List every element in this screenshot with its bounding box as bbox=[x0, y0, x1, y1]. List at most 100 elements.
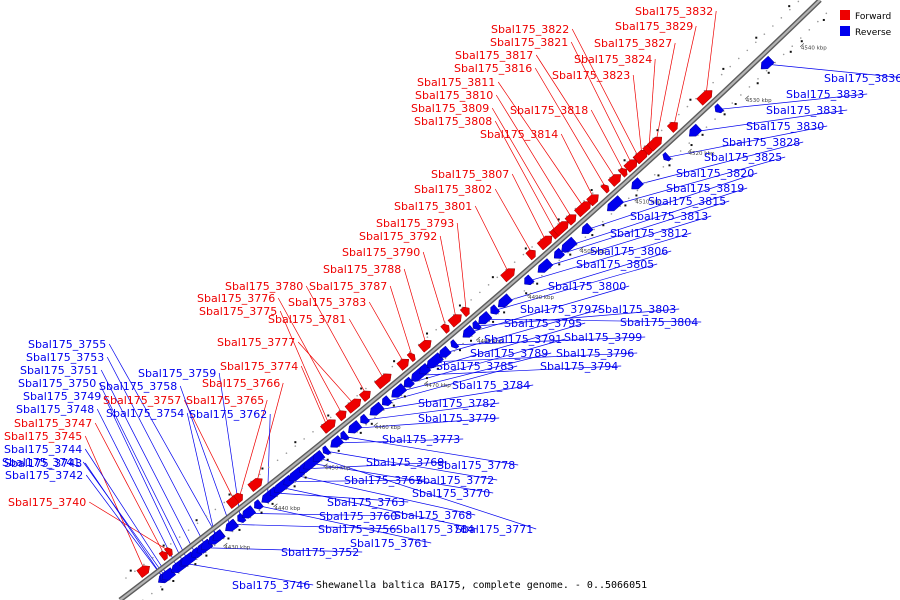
forward-gene-arrow bbox=[459, 306, 470, 318]
legend-forward-swatch bbox=[840, 10, 850, 20]
track-dot bbox=[513, 261, 516, 263]
forward-gene-label: Sbal175_3792 bbox=[359, 230, 437, 243]
minor-feature-mark bbox=[558, 263, 561, 266]
forward-gene-label: Sbal175_3811 bbox=[417, 76, 495, 89]
forward-gene-arrow bbox=[696, 90, 713, 106]
reverse-gene-arrow bbox=[254, 499, 264, 510]
forward-gene-label: Sbal175_3832 bbox=[635, 5, 713, 18]
track-dot bbox=[720, 73, 723, 76]
forward-leader-line bbox=[655, 42, 676, 143]
scale-tick-label: 4490 kbp bbox=[528, 295, 554, 301]
reverse-gene-label: Sbal175_3771 bbox=[455, 523, 533, 536]
reverse-gene-arrow bbox=[312, 449, 326, 462]
minor-feature-mark bbox=[195, 519, 198, 522]
forward-gene-label: Sbal175_3829 bbox=[615, 20, 693, 33]
minor-feature-mark bbox=[525, 292, 528, 295]
track-dot bbox=[678, 113, 680, 116]
forward-leader-line bbox=[494, 120, 557, 233]
forward-leader-line bbox=[297, 341, 355, 405]
track-dot bbox=[435, 328, 437, 331]
forward-leader-line bbox=[570, 41, 633, 165]
reverse-gene-arrow bbox=[497, 293, 513, 308]
reverse-gene-label: Sbal175_3825 bbox=[704, 151, 782, 164]
reverse-gene-arrow bbox=[462, 324, 477, 338]
track-dot bbox=[409, 351, 411, 353]
reverse-gene-arrow bbox=[241, 505, 257, 519]
forward-gene-label: Sbal175_3817 bbox=[455, 49, 533, 62]
track-dot bbox=[479, 291, 481, 294]
minor-feature-mark bbox=[337, 449, 340, 452]
forward-gene-arrow bbox=[586, 194, 599, 207]
track-dot bbox=[444, 357, 447, 360]
forward-gene-arrow bbox=[344, 398, 362, 414]
track-dot bbox=[213, 544, 216, 547]
track-dot bbox=[714, 118, 716, 120]
track-dot bbox=[660, 129, 663, 132]
forward-gene-label: Sbal175_3793 bbox=[376, 217, 454, 230]
forward-leader-line bbox=[571, 28, 640, 159]
reverse-gene-label: Sbal175_3751 bbox=[20, 364, 98, 377]
forward-gene-label: Sbal175_3809 bbox=[411, 102, 489, 115]
reverse-leader-line bbox=[483, 318, 702, 323]
reverse-leader-line bbox=[247, 513, 401, 517]
track-dot bbox=[365, 387, 367, 390]
forward-gene-label: Sbal175_3808 bbox=[414, 115, 492, 128]
reverse-leader-line bbox=[108, 343, 218, 538]
minor-feature-mark bbox=[623, 159, 626, 162]
minor-feature-mark bbox=[129, 569, 132, 572]
track-dot bbox=[470, 299, 472, 301]
reverse-leader-line bbox=[310, 462, 494, 494]
track-dot bbox=[267, 502, 270, 505]
minor-feature-mark bbox=[734, 103, 737, 106]
reverse-leader-line bbox=[106, 356, 206, 547]
minor-feature-mark bbox=[326, 458, 329, 461]
reverse-gene-label: Sbal175_3815 bbox=[648, 195, 726, 208]
forward-gene-label: Sbal175_3816 bbox=[454, 62, 532, 75]
reverse-leader-line bbox=[295, 474, 476, 516]
minor-feature-mark bbox=[536, 282, 539, 285]
minor-feature-mark bbox=[690, 144, 693, 147]
reverse-gene-label: Sbal175_3804 bbox=[620, 316, 698, 329]
forward-gene-label: Sbal175_3802 bbox=[414, 183, 492, 196]
minor-feature-mark bbox=[602, 224, 605, 227]
minor-feature-mark bbox=[789, 50, 792, 53]
reverse-leader-line bbox=[186, 412, 216, 539]
minor-feature-mark bbox=[426, 332, 429, 335]
reverse-gene-arrow bbox=[478, 310, 493, 325]
reverse-gene-arrow bbox=[553, 247, 566, 259]
reverse-gene-arrow bbox=[340, 430, 350, 441]
reverse-leader-line bbox=[718, 93, 868, 110]
reverse-gene-label: Sbal175_3759 bbox=[138, 367, 216, 380]
reverse-gene-label: Sbal175_3796 bbox=[556, 347, 634, 360]
forward-leader-line bbox=[439, 235, 457, 320]
reverse-gene-label: Sbal175_3741 bbox=[2, 456, 80, 469]
gene-arrows bbox=[129, 5, 825, 591]
minor-feature-mark bbox=[393, 360, 396, 363]
track-dot bbox=[169, 543, 172, 545]
reverse-gene-arrow bbox=[382, 395, 393, 406]
reverse-gene-label: Sbal175_3749 bbox=[23, 390, 101, 403]
track-dot bbox=[789, 8, 791, 11]
minor-feature-mark bbox=[370, 422, 373, 425]
track-dot bbox=[453, 350, 456, 352]
forward-leader-line bbox=[648, 58, 656, 149]
forward-gene-label: Sbal175_3745 bbox=[4, 430, 82, 443]
track-dot bbox=[627, 197, 630, 200]
minor-feature-mark bbox=[756, 82, 759, 85]
reverse-leader-line bbox=[467, 285, 630, 334]
track-dot bbox=[276, 459, 279, 462]
track-dot bbox=[329, 416, 332, 419]
forward-gene-label: Sbal175_3823 bbox=[552, 69, 630, 82]
track-dot bbox=[522, 253, 525, 256]
forward-leader-line bbox=[422, 251, 447, 328]
reverse-gene-arrow bbox=[450, 339, 460, 349]
reverse-gene-arrow bbox=[212, 529, 226, 542]
forward-gene-arrow bbox=[617, 167, 628, 178]
scale-tick bbox=[687, 148, 692, 153]
reverse-gene-label: Sbal175_3828 bbox=[722, 136, 800, 149]
forward-gene-arrow bbox=[417, 340, 432, 353]
reverse-gene-label: Sbal175_3762 bbox=[189, 408, 267, 421]
track-dot bbox=[763, 33, 766, 35]
forward-gene-label: Sbal175_3765 bbox=[186, 394, 264, 407]
forward-gene-arrow bbox=[623, 159, 638, 173]
